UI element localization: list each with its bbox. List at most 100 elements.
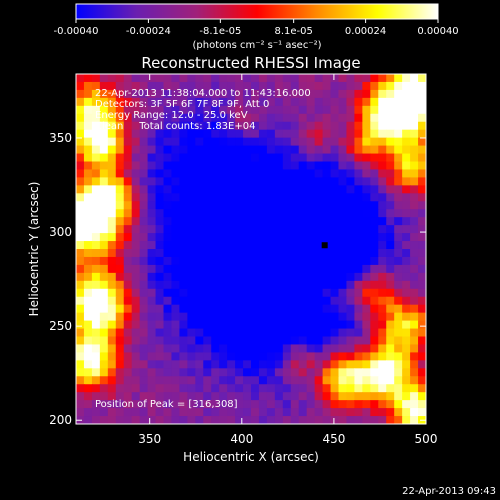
heatmap-cell bbox=[131, 217, 141, 226]
heatmap-cell bbox=[338, 193, 348, 202]
heatmap-cell bbox=[187, 368, 196, 377]
heatmap-cell bbox=[322, 296, 332, 306]
heatmap-cell bbox=[402, 81, 411, 91]
heatmap-cell bbox=[251, 113, 260, 123]
heatmap-cell bbox=[139, 400, 149, 409]
heatmap-cell bbox=[171, 296, 180, 306]
heatmap-cell bbox=[290, 217, 300, 226]
heatmap-cell bbox=[147, 193, 157, 202]
heatmap-cell bbox=[282, 217, 292, 226]
heatmap-cell bbox=[402, 97, 411, 107]
heatmap-cell bbox=[282, 272, 292, 282]
heatmap-cell bbox=[282, 113, 292, 123]
heatmap-cell bbox=[179, 256, 188, 266]
heatmap-cell bbox=[219, 217, 228, 226]
heatmap-cell bbox=[386, 288, 395, 298]
heatmap-cell bbox=[131, 241, 141, 250]
heatmap-cell bbox=[123, 272, 133, 282]
colorbar-tick-label: 0.00024 bbox=[345, 26, 386, 37]
heatmap-cell bbox=[402, 241, 411, 250]
heatmap-cell bbox=[99, 272, 109, 282]
heatmap-cell bbox=[266, 145, 276, 155]
heatmap-cell bbox=[362, 368, 371, 377]
heatmap-cell bbox=[386, 304, 395, 314]
heatmap-cell bbox=[290, 74, 300, 83]
heatmap-cell bbox=[171, 384, 180, 393]
heatmap-cell bbox=[243, 74, 252, 83]
heatmap-cell bbox=[402, 328, 411, 338]
heatmap-cell bbox=[306, 185, 316, 194]
heatmap-cell bbox=[402, 201, 411, 210]
heatmap-cell bbox=[290, 105, 300, 115]
heatmap-cell bbox=[187, 121, 196, 131]
heatmap-cell bbox=[322, 129, 332, 139]
heatmap-cell bbox=[155, 328, 165, 338]
heatmap-cell bbox=[394, 137, 403, 147]
heatmap-cell bbox=[370, 312, 379, 322]
heatmap-cell bbox=[378, 408, 387, 417]
heatmap-cell bbox=[251, 185, 260, 194]
heatmap-cell bbox=[99, 201, 109, 210]
heatmap-cell bbox=[227, 169, 236, 178]
heatmap-cell bbox=[163, 384, 173, 393]
heatmap-cell bbox=[163, 137, 173, 147]
heatmap-cell bbox=[386, 249, 395, 258]
heatmap-cell bbox=[322, 280, 332, 290]
heatmap-cell bbox=[147, 153, 157, 163]
heatmap-cell bbox=[410, 288, 419, 298]
heatmap-cell bbox=[330, 169, 340, 178]
heatmap-cell bbox=[155, 81, 165, 91]
heatmap-cell bbox=[346, 121, 355, 131]
heatmap-cell bbox=[107, 264, 117, 274]
heatmap-cell bbox=[274, 264, 284, 274]
heatmap-cell bbox=[378, 209, 387, 218]
heatmap-cell bbox=[410, 384, 419, 393]
heatmap-cell bbox=[219, 113, 228, 123]
heatmap-cell bbox=[354, 384, 363, 393]
heatmap-cell bbox=[155, 408, 165, 417]
x-tick-label: 400 bbox=[230, 432, 253, 446]
heatmap-cell bbox=[410, 264, 419, 274]
heatmap-cell bbox=[155, 105, 165, 115]
heatmap-cell bbox=[243, 249, 252, 258]
heatmap-cell bbox=[410, 304, 419, 314]
heatmap-cell bbox=[91, 408, 101, 417]
heatmap-cell bbox=[107, 272, 117, 282]
heatmap-cell bbox=[227, 145, 236, 155]
heatmap-cell bbox=[274, 336, 284, 346]
heatmap-cell bbox=[251, 129, 260, 139]
heatmap-cell bbox=[131, 177, 141, 186]
heatmap-cell bbox=[282, 320, 292, 330]
heatmap-cell bbox=[354, 376, 363, 385]
heatmap-cell bbox=[386, 97, 395, 107]
heatmap-cell bbox=[115, 256, 125, 266]
heatmap-cell bbox=[171, 304, 180, 314]
heatmap-cell bbox=[330, 113, 340, 123]
heatmap-cell bbox=[322, 81, 332, 91]
heatmap-cell bbox=[418, 400, 426, 409]
heatmap-cell bbox=[227, 97, 236, 107]
heatmap-cell bbox=[338, 129, 348, 139]
heatmap-cell bbox=[378, 304, 387, 314]
heatmap-cell bbox=[211, 153, 220, 163]
heatmap-cell bbox=[306, 320, 316, 330]
heatmap-cell bbox=[179, 384, 188, 393]
heatmap-cell bbox=[227, 384, 236, 393]
peak-label: Position of Peak = [316,308] bbox=[95, 399, 238, 410]
heatmap-cell bbox=[115, 336, 125, 346]
heatmap-cell bbox=[418, 352, 426, 361]
heatmap-cell bbox=[179, 376, 188, 385]
heatmap-cell bbox=[107, 360, 117, 369]
heatmap-cell bbox=[298, 264, 308, 274]
heatmap-cell bbox=[386, 264, 395, 274]
heatmap-cell bbox=[330, 225, 340, 234]
heatmap-cell bbox=[346, 145, 355, 155]
heatmap-cell bbox=[139, 304, 149, 314]
heatmap-cell bbox=[235, 89, 244, 99]
heatmap-cell bbox=[107, 201, 117, 210]
heatmap-cell bbox=[394, 256, 403, 266]
heatmap-cell bbox=[386, 169, 395, 178]
heatmap-cell bbox=[76, 256, 85, 266]
heatmap-cell bbox=[243, 145, 252, 155]
heatmap-cell bbox=[187, 400, 196, 409]
